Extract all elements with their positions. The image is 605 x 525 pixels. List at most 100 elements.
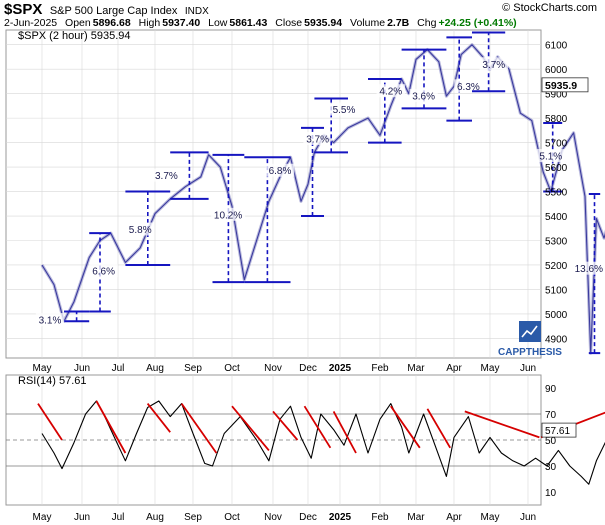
price-line: [41, 44, 605, 354]
high-value: 5937.40: [162, 17, 201, 29]
price-tick-label: 5100: [545, 285, 568, 296]
measure-label-bg: [376, 84, 405, 98]
rsi-trendline: [95, 400, 127, 454]
measure-label-bg: [89, 264, 118, 278]
volume-label: Volume: [350, 17, 386, 29]
measure-label-bg: [571, 261, 605, 275]
rsi-trendline: [426, 408, 451, 449]
measure-label-bg: [536, 149, 565, 163]
measurement-annotations: 3.1% 6.6% 5.8% 3.7% 10.2% 6.8% 3.7% 5.5% 4.2% 3.6…: [35, 31, 605, 355]
rsi-month-label: 2025: [329, 512, 352, 523]
measure-label-bg: [265, 163, 295, 177]
ohlc-header: 2-Jun-2025 Open 5896.68 High 5937.40 Low 58…: [4, 17, 522, 30]
measure-label-bg: [454, 79, 483, 93]
measure-label-bg: [479, 57, 508, 71]
price-month-label: Feb: [371, 363, 389, 374]
open-value: 5896.68: [92, 17, 131, 29]
price-y-axis: 4900 5000 5100 5200 5300 5400 5500 5600 5700 5800…: [541, 41, 589, 345]
price-month-label: Nov: [264, 363, 282, 374]
measure-label-bg: [409, 89, 438, 103]
price-x-axis: May Jun Jul Aug Sep Oct Nov Dec 2025 Feb Mar Apr May…: [33, 363, 537, 374]
price-tick-label: 4900: [545, 334, 568, 345]
price-month-label: Dec: [299, 363, 317, 374]
rsi-trendline: [390, 405, 421, 449]
price-month-label: Jun: [520, 363, 536, 374]
volume-value: 2.7B: [387, 17, 410, 29]
rsi-month-label: Jul: [112, 512, 125, 523]
rsi-trendline: [180, 403, 218, 454]
low-label: Low: [208, 17, 228, 29]
index-name: S&P 500 Large Cap Index: [49, 5, 178, 17]
rsi-x-axis: May Jun Jul Aug Sep Oct Nov Dec 2025 Feb Mar Apr May…: [33, 512, 537, 523]
rsi-panel: 10 30 50 70 90 57.61 May Jun Jul Aug Sep Oct Nov Dec…: [5, 374, 605, 523]
measure-percent-label: 6.8%: [269, 166, 292, 177]
price-month-label: Oct: [224, 363, 240, 374]
rsi-trendlines: [37, 400, 605, 454]
measure-percent-label: 5.1%: [539, 152, 562, 163]
rsi-line: [41, 400, 605, 485]
brand-label[interactable]: © StockCharts.com: [502, 2, 597, 14]
price-month-label: Jun: [74, 363, 90, 374]
measure-label-bg: [35, 313, 65, 327]
measure-percent-label: 6.3%: [457, 82, 480, 93]
price-month-label: Jul: [112, 363, 125, 374]
price-tick-label: 6000: [545, 65, 568, 76]
close-value: 5935.94: [304, 17, 343, 29]
rsi-trendline: [464, 410, 540, 439]
price-tick-label: 5200: [545, 261, 568, 272]
price-tick-label: 5800: [545, 114, 568, 125]
rsi-tick-label: 90: [545, 384, 557, 395]
measure-percent-label: 4.2%: [379, 87, 402, 98]
rsi-trendline: [37, 403, 63, 441]
price-month-label: May: [33, 363, 52, 374]
price-tick-label: 6100: [545, 41, 568, 52]
price-tick-label: 5400: [545, 212, 568, 223]
rsi-month-label: May: [481, 512, 500, 523]
price-tick-label: 5500: [545, 188, 568, 199]
measure-percent-label: 3.7%: [306, 134, 329, 145]
measure-percent-label: 5.8%: [129, 225, 152, 236]
price-series: [40, 43, 605, 355]
measure-label-bg: [126, 222, 155, 236]
ticker-symbol: $SPX: [4, 1, 43, 18]
measure-percent-label: 10.2%: [214, 210, 242, 221]
rsi-tick-label: 70: [545, 410, 557, 421]
rsi-panel-title: RSI(14) 57.61: [18, 375, 86, 387]
rsi-y-axis: 10 30 50 70 90 57.61: [541, 384, 577, 499]
rsi-trendline: [303, 405, 332, 449]
capp-thesis-logo: CAPPTHESIS: [498, 321, 562, 358]
measure-label-bg: [152, 168, 181, 182]
price-month-label: Apr: [446, 363, 462, 374]
price-month-label: Sep: [184, 363, 202, 374]
price-tick-label: 5300: [545, 237, 568, 248]
rsi-trendline: [272, 410, 299, 441]
rsi-trendline: [231, 405, 270, 451]
change-value: +24.25 (+0.41%): [438, 17, 517, 29]
measure-label-bg: [303, 131, 332, 145]
measure-percent-label: 13.6%: [575, 264, 603, 275]
chart-header: $SPX S&P 500 Large Cap Index INDX: [4, 1, 209, 18]
rsi-month-label: Feb: [371, 512, 389, 523]
measure-percent-label: 3.7%: [482, 60, 505, 71]
rsi-month-label: Oct: [224, 512, 240, 523]
index-type: INDX: [184, 6, 209, 17]
rsi-month-label: Aug: [146, 512, 164, 523]
last-rsi-box: [541, 422, 577, 438]
open-label: Open: [65, 17, 91, 29]
rsi-trendline: [332, 410, 357, 454]
last-rsi-label: 57.61: [545, 426, 570, 437]
measure-percent-label: 6.6%: [92, 267, 115, 278]
price-bar-range: [40, 43, 605, 355]
chart-growth-icon: [519, 321, 541, 342]
rsi-month-label: Apr: [446, 512, 462, 523]
rsi-month-label: Nov: [264, 512, 282, 523]
low-value: 5861.43: [229, 17, 268, 29]
rsi-month-label: Jun: [74, 512, 90, 523]
price-tick-label: 5600: [545, 163, 568, 174]
rsi-trendline: [146, 403, 171, 433]
price-tick-label: 5000: [545, 310, 568, 321]
measure-label-bg: [329, 102, 359, 116]
change-label: Chg: [417, 17, 437, 29]
price-panel-title: $SPX (2 hour) 5935.94: [18, 30, 131, 42]
